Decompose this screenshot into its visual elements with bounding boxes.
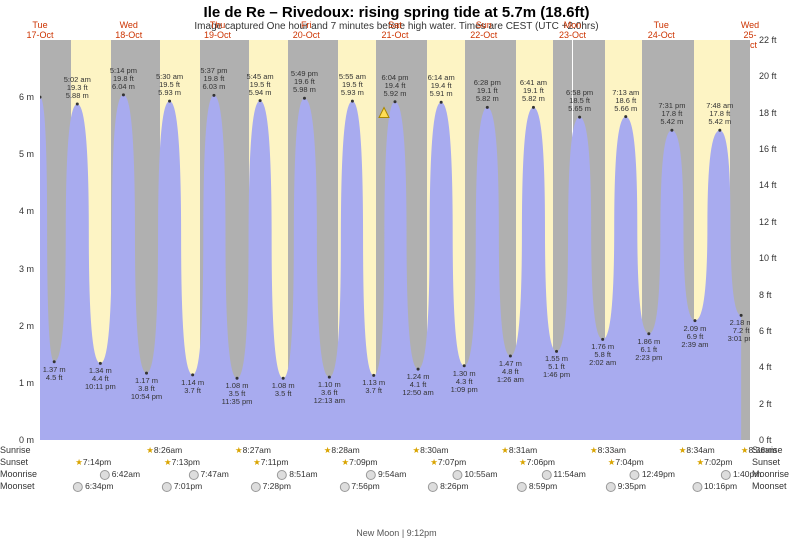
newmoon-label: New Moon | 9:12pm [297,528,497,538]
astro-item: ★7:04pm [608,457,644,468]
astro-row-sunrise: SunriseSunrise★8:26am★8:27am★8:28am★8:30… [40,445,750,457]
astro-item: 7:47am [188,469,228,480]
low-tide-label: 1.14 m3.7 ft [181,379,204,395]
astro-item: 1:40pm [721,469,761,480]
low-tide-label: 1.30 m4.3 ft1:09 pm [451,370,478,394]
low-tide-label: 1.10 m3.6 ft12:13 am [314,381,345,405]
astro-item: 12:49pm [630,469,675,480]
astro-item: 6:42am [100,469,140,480]
chart-title: Ile de Re – Rivedoux: rising spring tide… [0,0,793,21]
astro-rows: SunriseSunrise★8:26am★8:27am★8:28am★8:30… [40,445,750,493]
astro-item: ★7:11pm [253,457,288,468]
astro-item: ★8:31am [501,445,537,456]
low-tide-label: 1.47 m4.8 ft1:26 am [497,360,524,384]
astro-item: ★8:33am [590,445,626,456]
day-label: Tue24-Oct [648,20,675,40]
low-tide-label: 1.13 m3.7 ft [362,379,385,395]
low-tide-label: 1.08 m3.5 ft11:35 pm [222,382,253,406]
astro-item: 10:55am [452,469,497,480]
high-tide-label: 5:55 am19.5 ft5.93 m [339,73,366,97]
astro-item: ★8:34am [679,445,715,456]
astro-item: 9:54am [366,469,406,480]
tide-chart: Ile de Re – Rivedoux: rising spring tide… [0,0,793,539]
day-label: Tue17-Oct [26,20,53,40]
low-tide-label: 1.37 m4.5 ft [43,366,66,382]
day-label: Mon23-Oct [559,20,586,40]
high-tide-label: 7:31 pm17.8 ft5.42 m [658,102,685,126]
astro-item: ★8:28am [324,445,360,456]
low-tide-label: 1.34 m4.4 ft10:11 pm [85,367,116,391]
astro-item: 11:54am [541,469,585,480]
astro-item: ★7:07pm [430,457,466,468]
high-tide-label: 6:28 pm19.1 ft5.82 m [474,79,501,103]
astro-item: 10:16pm [692,481,737,492]
astro-row-sunset: SunsetSunset★7:14pm★7:13pm★7:11pm★7:09pm… [40,457,750,469]
astro-item: ★8:36am [741,445,777,456]
astro-item: 8:59pm [517,481,557,492]
astro-item: 8:51am [277,469,317,480]
astro-row-moonrise: MoonriseMoonrise6:42am7:47am8:51am9:54am… [40,469,750,481]
astro-item: 7:28pm [251,481,291,492]
astro-item: ★7:06pm [519,457,555,468]
high-tide-label: 5:30 am19.5 ft5.93 m [156,73,183,97]
x-axis: Tue17-OctWed18-OctThu19-OctFri20-OctSat2… [40,20,750,40]
low-tide-label: 1.55 m5.1 ft1:46 pm [543,355,570,379]
high-tide-label: 7:48 am17.8 ft5.42 m [706,102,733,126]
low-tide-label: 1.17 m3.8 ft10:54 pm [131,377,162,401]
low-tide-label: 1.24 m4.1 ft12:50 am [402,373,433,397]
astro-item: ★8:27am [235,445,271,456]
plot-area: 5:02 am19.3 ft5.88 m 5:14 pm19.8 ft6.04 m… [40,40,750,440]
high-tide-label: 5:49 pm19.6 ft5.98 m [291,70,318,94]
high-tide-label: 7:13 am18.6 ft5.66 m [612,89,639,113]
high-tide-label: 5:02 am19.3 ft5.88 m [64,76,91,100]
low-tide-label: 1.76 m5.8 ft2:02 am [589,343,616,367]
astro-item: 8:26pm [428,481,468,492]
high-tide-label: 6:14 am19.4 ft5.91 m [428,74,455,98]
y-axis-left: 0 m1 m2 m3 m4 m5 m6 m [0,40,38,440]
astro-item: ★7:13pm [164,457,200,468]
day-label: Fri20-Oct [293,20,320,40]
low-tide-label: 2.09 m6.9 ft2:39 am [681,325,708,349]
astro-item: ★8:30am [413,445,449,456]
current-tide-marker [378,107,390,122]
low-tide-label: 1.86 m6.1 ft2:23 pm [635,338,662,362]
astro-item: 6:34pm [73,481,113,492]
high-tide-label: 6:04 pm19.4 ft5.92 m [381,74,408,98]
astro-item: 7:01pm [162,481,202,492]
day-label: Sun22-Oct [470,20,497,40]
low-tide-label: 2.18 m7.2 ft3:01 pm [728,319,750,343]
astro-item: ★7:09pm [342,457,378,468]
high-tide-label: 5:45 am19.5 ft5.94 m [247,73,274,97]
day-label: Thu19-Oct [204,20,231,40]
astro-item: ★8:26am [146,445,182,456]
astro-item: 7:56pm [339,481,379,492]
astro-item: 9:35pm [606,481,646,492]
astro-item: ★7:02pm [697,457,733,468]
astro-item: ★7:14pm [75,457,111,468]
high-tide-label: 5:14 pm19.8 ft6.04 m [110,67,137,91]
high-tide-label: 6:58 pm18.5 ft5.65 m [566,89,593,113]
astro-row-moonset: MoonsetMoonset6:34pm7:01pm7:28pm7:56pm8:… [40,481,750,493]
day-label: Sat21-Oct [381,20,408,40]
high-tide-label: 5:37 pm19.8 ft6.03 m [200,67,227,91]
low-tide-label: 1.08 m3.5 ft [272,382,295,398]
high-tide-label: 6:41 am19.1 ft5.82 m [520,79,547,103]
y-axis-right: 0 ft2 ft4 ft6 ft8 ft10 ft12 ft14 ft16 ft… [755,40,793,440]
day-label: Wed18-Oct [115,20,142,40]
